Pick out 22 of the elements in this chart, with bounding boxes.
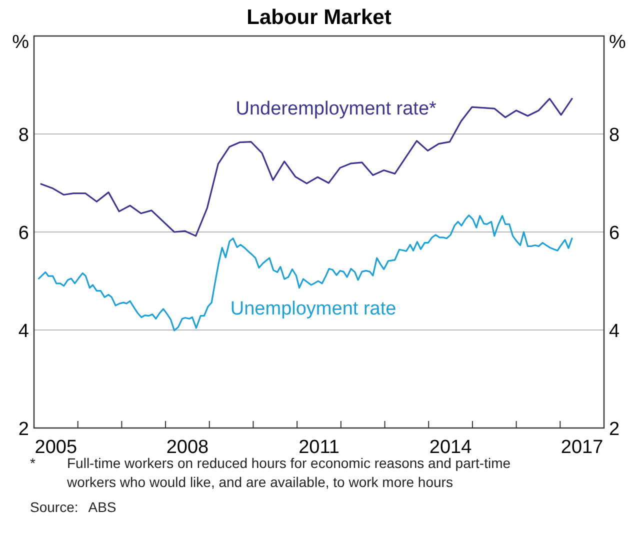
x-tick-label: 2005: [34, 437, 78, 458]
text: * Full-time workers on reduced hours for economic reasons and part-time workers who would like, and are available, to work more hours: [30, 455, 511, 490]
y-axis-title: %: [12, 32, 30, 53]
y2-axis-title: %: [609, 32, 626, 53]
y-tick-label: 4: [18, 321, 30, 342]
x-tick-label: 2011: [298, 437, 340, 458]
line-series: [38, 214, 573, 332]
source-note: Source: ABS: [30, 499, 116, 515]
chart-title: Labour Market: [246, 6, 392, 29]
series-label: Unemployment rate: [230, 298, 396, 320]
y2-tick-label: 6: [609, 223, 620, 244]
x-tick-label: 2008: [166, 437, 209, 458]
x-tick-label: 2017: [560, 437, 604, 458]
line-series: [40, 98, 573, 237]
y2-tick-label: 2: [609, 419, 620, 440]
series-label: Underemployment rate*: [236, 98, 438, 120]
y-tick-label: 6: [18, 223, 29, 244]
y2-tick-label: 4: [609, 321, 620, 342]
y-tick-label: 8: [18, 125, 29, 146]
y-tick-label: 2: [18, 419, 29, 440]
y2-tick-label: 8: [609, 125, 620, 146]
x-tick-label: 2014: [429, 437, 472, 458]
